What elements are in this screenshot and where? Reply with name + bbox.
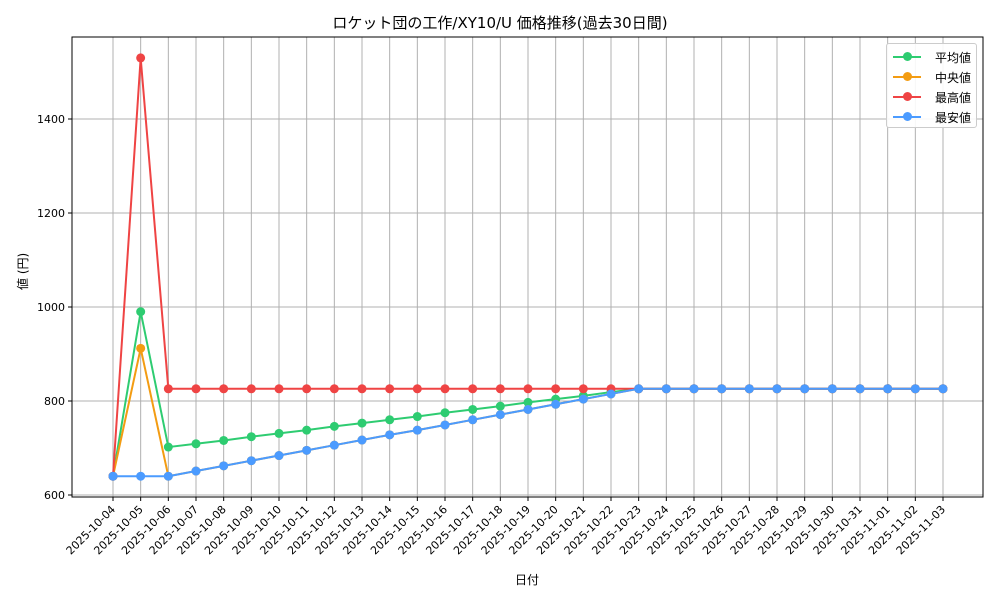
data-point (219, 384, 229, 394)
data-point (523, 404, 533, 414)
data-point (385, 415, 395, 425)
data-point (191, 439, 201, 449)
data-point (357, 384, 367, 394)
data-point (827, 384, 837, 394)
data-point (412, 425, 422, 435)
data-point (744, 384, 754, 394)
legend-swatch-median-icon (893, 72, 921, 81)
data-point (136, 53, 146, 63)
data-point (412, 412, 422, 422)
data-point (357, 418, 367, 428)
series-lines (108, 53, 948, 481)
data-point (357, 435, 367, 445)
data-point (329, 421, 339, 431)
data-point (689, 384, 699, 394)
data-point (329, 440, 339, 450)
legend-swatch-min-icon (893, 112, 921, 121)
y-axis-ticks: 600 800 1000 1200 1400 (37, 113, 72, 502)
data-point (523, 397, 533, 407)
legend-swatch-max-icon (893, 92, 921, 101)
data-point (717, 384, 727, 394)
data-point (136, 343, 146, 353)
data-point (910, 384, 920, 394)
data-point (772, 384, 782, 394)
data-point (329, 384, 339, 394)
data-point (551, 384, 561, 394)
data-point (136, 471, 146, 481)
data-point (302, 445, 312, 455)
y-tick-label: 1200 (37, 207, 65, 220)
data-point (440, 384, 450, 394)
data-point (551, 399, 561, 409)
data-point (412, 384, 422, 394)
x-axis-label: 日付 (514, 573, 539, 587)
data-point (385, 430, 395, 440)
data-point (191, 384, 201, 394)
data-point (274, 451, 284, 461)
data-point (800, 384, 810, 394)
y-tick-label: 1400 (37, 113, 65, 126)
data-point (302, 425, 312, 435)
data-point (246, 456, 256, 466)
y-tick-label: 800 (44, 395, 65, 408)
legend: 平均値 中央値 最高値 最安値 (886, 43, 977, 128)
grid-lines (72, 37, 983, 497)
legend-item-min: 最安値 (893, 108, 971, 126)
data-point (246, 432, 256, 442)
data-point (136, 307, 146, 317)
data-point (302, 384, 312, 394)
data-point (495, 410, 505, 420)
y-tick-label: 600 (44, 489, 65, 502)
y-tick-label: 1000 (37, 301, 65, 314)
data-point (661, 384, 671, 394)
data-point (468, 404, 478, 414)
data-point (495, 401, 505, 411)
data-point (855, 384, 865, 394)
data-point (385, 384, 395, 394)
data-point (163, 471, 173, 481)
data-point (578, 394, 588, 404)
data-point (440, 420, 450, 430)
data-point (883, 384, 893, 394)
x-axis-ticks: 2025-10-042025-10-052025-10-062025-10-07… (64, 497, 948, 557)
data-point (274, 384, 284, 394)
data-point (219, 461, 229, 471)
data-point (468, 415, 478, 425)
y-axis-label: 値 (円) (16, 252, 30, 290)
data-point (163, 442, 173, 452)
legend-swatch-mean-icon (893, 52, 921, 61)
data-point (274, 428, 284, 438)
data-point (495, 384, 505, 394)
chart-title: ロケット団の工作/XY10/U 価格推移(過去30日間) (332, 14, 668, 32)
legend-item-median: 中央値 (893, 68, 971, 86)
data-point (246, 384, 256, 394)
legend-item-max: 最高値 (893, 88, 971, 106)
data-point (468, 384, 478, 394)
data-point (523, 384, 533, 394)
data-point (606, 389, 616, 399)
data-point (440, 408, 450, 418)
legend-item-mean: 平均値 (893, 48, 971, 66)
data-point (578, 384, 588, 394)
data-point (634, 384, 644, 394)
data-point (938, 384, 948, 394)
data-point (219, 435, 229, 445)
data-point (191, 466, 201, 476)
data-point (108, 471, 118, 481)
data-point (163, 384, 173, 394)
